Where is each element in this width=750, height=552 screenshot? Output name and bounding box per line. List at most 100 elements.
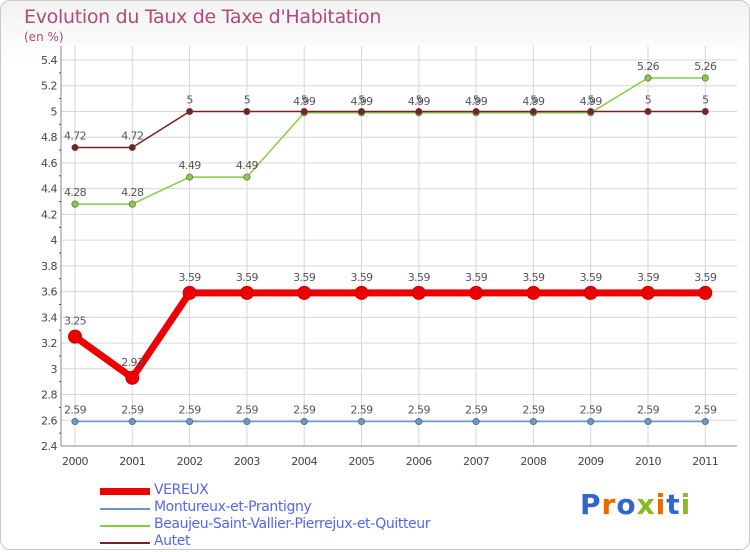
series-line-vereux <box>72 289 706 382</box>
series-line-beaujeu-saint-vallier-pierrejux-et-quitteur <box>75 77 706 205</box>
data-point-beaujeu-saint-vallier-pierrejux-et-quitteur <box>644 74 652 82</box>
legend-swatch <box>100 542 150 544</box>
data-label-beaujeu-saint-vallier-pierrejux-et-quitteur: 4.99 <box>293 95 316 108</box>
logo-letter: r <box>601 488 617 521</box>
y-tick-label: 3.4 <box>41 311 57 324</box>
data-point-montureux-et-prantigny <box>243 418 251 426</box>
x-tick-label: 2003 <box>234 455 260 468</box>
data-label-beaujeu-saint-vallier-pierrejux-et-quitteur: 4.99 <box>408 95 431 108</box>
data-label-montureux-et-prantigny: 2.59 <box>121 404 144 417</box>
data-point-vereux <box>469 285 484 300</box>
data-point-vereux <box>182 285 197 300</box>
y-tick-label: 4 <box>51 234 58 247</box>
y-tick-label: 5.4 <box>41 54 57 67</box>
data-label-beaujeu-saint-vallier-pierrejux-et-quitteur: 4.49 <box>236 159 259 172</box>
x-tick-label: 2010 <box>635 455 661 468</box>
data-label-autet: 5 <box>416 93 423 106</box>
x-tick-label: 2001 <box>119 455 145 468</box>
x-tick-label: 2000 <box>62 455 88 468</box>
y-tick-label: 4.2 <box>41 208 57 221</box>
data-label-autet: 5 <box>530 93 537 106</box>
data-label-autet: 4.72 <box>64 129 86 142</box>
y-tick-label: 2.4 <box>41 440 57 453</box>
legend-label: Beaujeu-Saint-Vallier-Pierrejux-et-Quitt… <box>154 516 431 532</box>
x-tick-label: 2006 <box>406 455 432 468</box>
data-label-autet: 5 <box>244 93 251 106</box>
data-label-montureux-et-prantigny: 2.59 <box>694 404 717 417</box>
data-point-beaujeu-saint-vallier-pierrejux-et-quitteur <box>701 74 709 82</box>
data-label-montureux-et-prantigny: 2.59 <box>293 404 316 417</box>
x-tick-label: 2004 <box>291 455 317 468</box>
data-label-beaujeu-saint-vallier-pierrejux-et-quitteur: 4.99 <box>580 95 603 108</box>
data-point-autet <box>415 107 423 115</box>
data-label-autet: 5 <box>645 93 652 106</box>
data-label-autet: 5 <box>301 93 308 106</box>
data-point-montureux-et-prantigny <box>128 418 136 426</box>
data-point-autet <box>71 143 79 151</box>
data-point-vereux <box>583 285 598 300</box>
data-label-montureux-et-prantigny: 2.59 <box>637 404 660 417</box>
data-label-beaujeu-saint-vallier-pierrejux-et-quitteur: 4.28 <box>121 186 144 199</box>
data-point-vereux <box>125 370 140 385</box>
data-point-autet <box>587 107 595 115</box>
data-label-autet: 5 <box>358 93 365 106</box>
data-label-autet: 5 <box>587 93 594 106</box>
data-point-vereux <box>354 285 369 300</box>
y-tick-label: 2.6 <box>41 414 57 427</box>
data-label-vereux: 3.59 <box>293 271 316 284</box>
data-point-autet <box>300 107 308 115</box>
x-tick-label: 2007 <box>463 455 489 468</box>
data-point-montureux-et-prantigny <box>357 418 365 426</box>
data-point-autet <box>128 143 136 151</box>
x-tick-label: 2005 <box>349 455 375 468</box>
y-tick-label: 4.4 <box>41 183 57 196</box>
y-tick-label: 5 <box>51 105 58 118</box>
chart-title: Evolution du Taux de Taxe d'Habitation <box>24 6 382 28</box>
data-label-vereux: 3.59 <box>522 271 545 284</box>
data-point-montureux-et-prantigny <box>472 418 480 426</box>
series-line-autet <box>75 110 706 149</box>
x-tick-label: 2008 <box>520 455 546 468</box>
data-label-montureux-et-prantigny: 2.59 <box>522 404 545 417</box>
data-label-vereux: 3.59 <box>179 271 202 284</box>
data-point-autet <box>243 107 251 115</box>
data-point-autet <box>529 107 537 115</box>
x-tick-label: 2009 <box>578 455 604 468</box>
data-label-vereux: 3.25 <box>64 315 87 328</box>
data-label-vereux: 2.93 <box>121 356 144 369</box>
data-point-montureux-et-prantigny <box>186 418 194 426</box>
data-point-vereux <box>68 329 82 344</box>
data-label-vereux: 3.59 <box>236 271 259 284</box>
data-label-autet: 5 <box>702 93 709 106</box>
data-point-vereux <box>641 285 655 300</box>
data-label-vereux: 3.59 <box>350 271 373 284</box>
data-point-autet <box>357 107 365 115</box>
data-label-autet: 4.72 <box>121 129 143 142</box>
data-label-beaujeu-saint-vallier-pierrejux-et-quitteur: 4.99 <box>522 95 545 108</box>
data-label-beaujeu-saint-vallier-pierrejux-et-quitteur: 4.99 <box>465 95 488 108</box>
data-point-vereux <box>411 285 426 300</box>
y-tick-label: 5.2 <box>41 80 57 93</box>
logo-letter: t <box>666 488 681 521</box>
legend-swatch <box>100 488 150 495</box>
data-point-montureux-et-prantigny <box>529 418 537 426</box>
data-label-vereux: 3.59 <box>580 271 603 284</box>
data-point-montureux-et-prantigny <box>71 418 79 426</box>
data-label-vereux: 3.59 <box>637 271 660 284</box>
y-tick-label: 3 <box>51 363 58 376</box>
y-tick-label: 3.2 <box>41 337 57 350</box>
data-label-montureux-et-prantigny: 2.59 <box>465 404 488 417</box>
plot-area <box>61 46 737 446</box>
data-point-beaujeu-saint-vallier-pierrejux-et-quitteur <box>128 200 136 208</box>
legend-label: Montureux-et-Prantigny <box>154 499 312 515</box>
data-label-montureux-et-prantigny: 2.59 <box>408 404 431 417</box>
data-label-montureux-et-prantigny: 2.59 <box>350 404 373 417</box>
proxiti-logo: Proxiti <box>580 488 691 521</box>
data-point-montureux-et-prantigny <box>415 418 423 426</box>
data-label-autet: 5 <box>186 93 193 106</box>
legend-swatch <box>100 508 150 510</box>
data-point-autet <box>472 107 480 115</box>
data-point-montureux-et-prantigny <box>587 418 595 426</box>
data-point-beaujeu-saint-vallier-pierrejux-et-quitteur <box>243 173 251 181</box>
